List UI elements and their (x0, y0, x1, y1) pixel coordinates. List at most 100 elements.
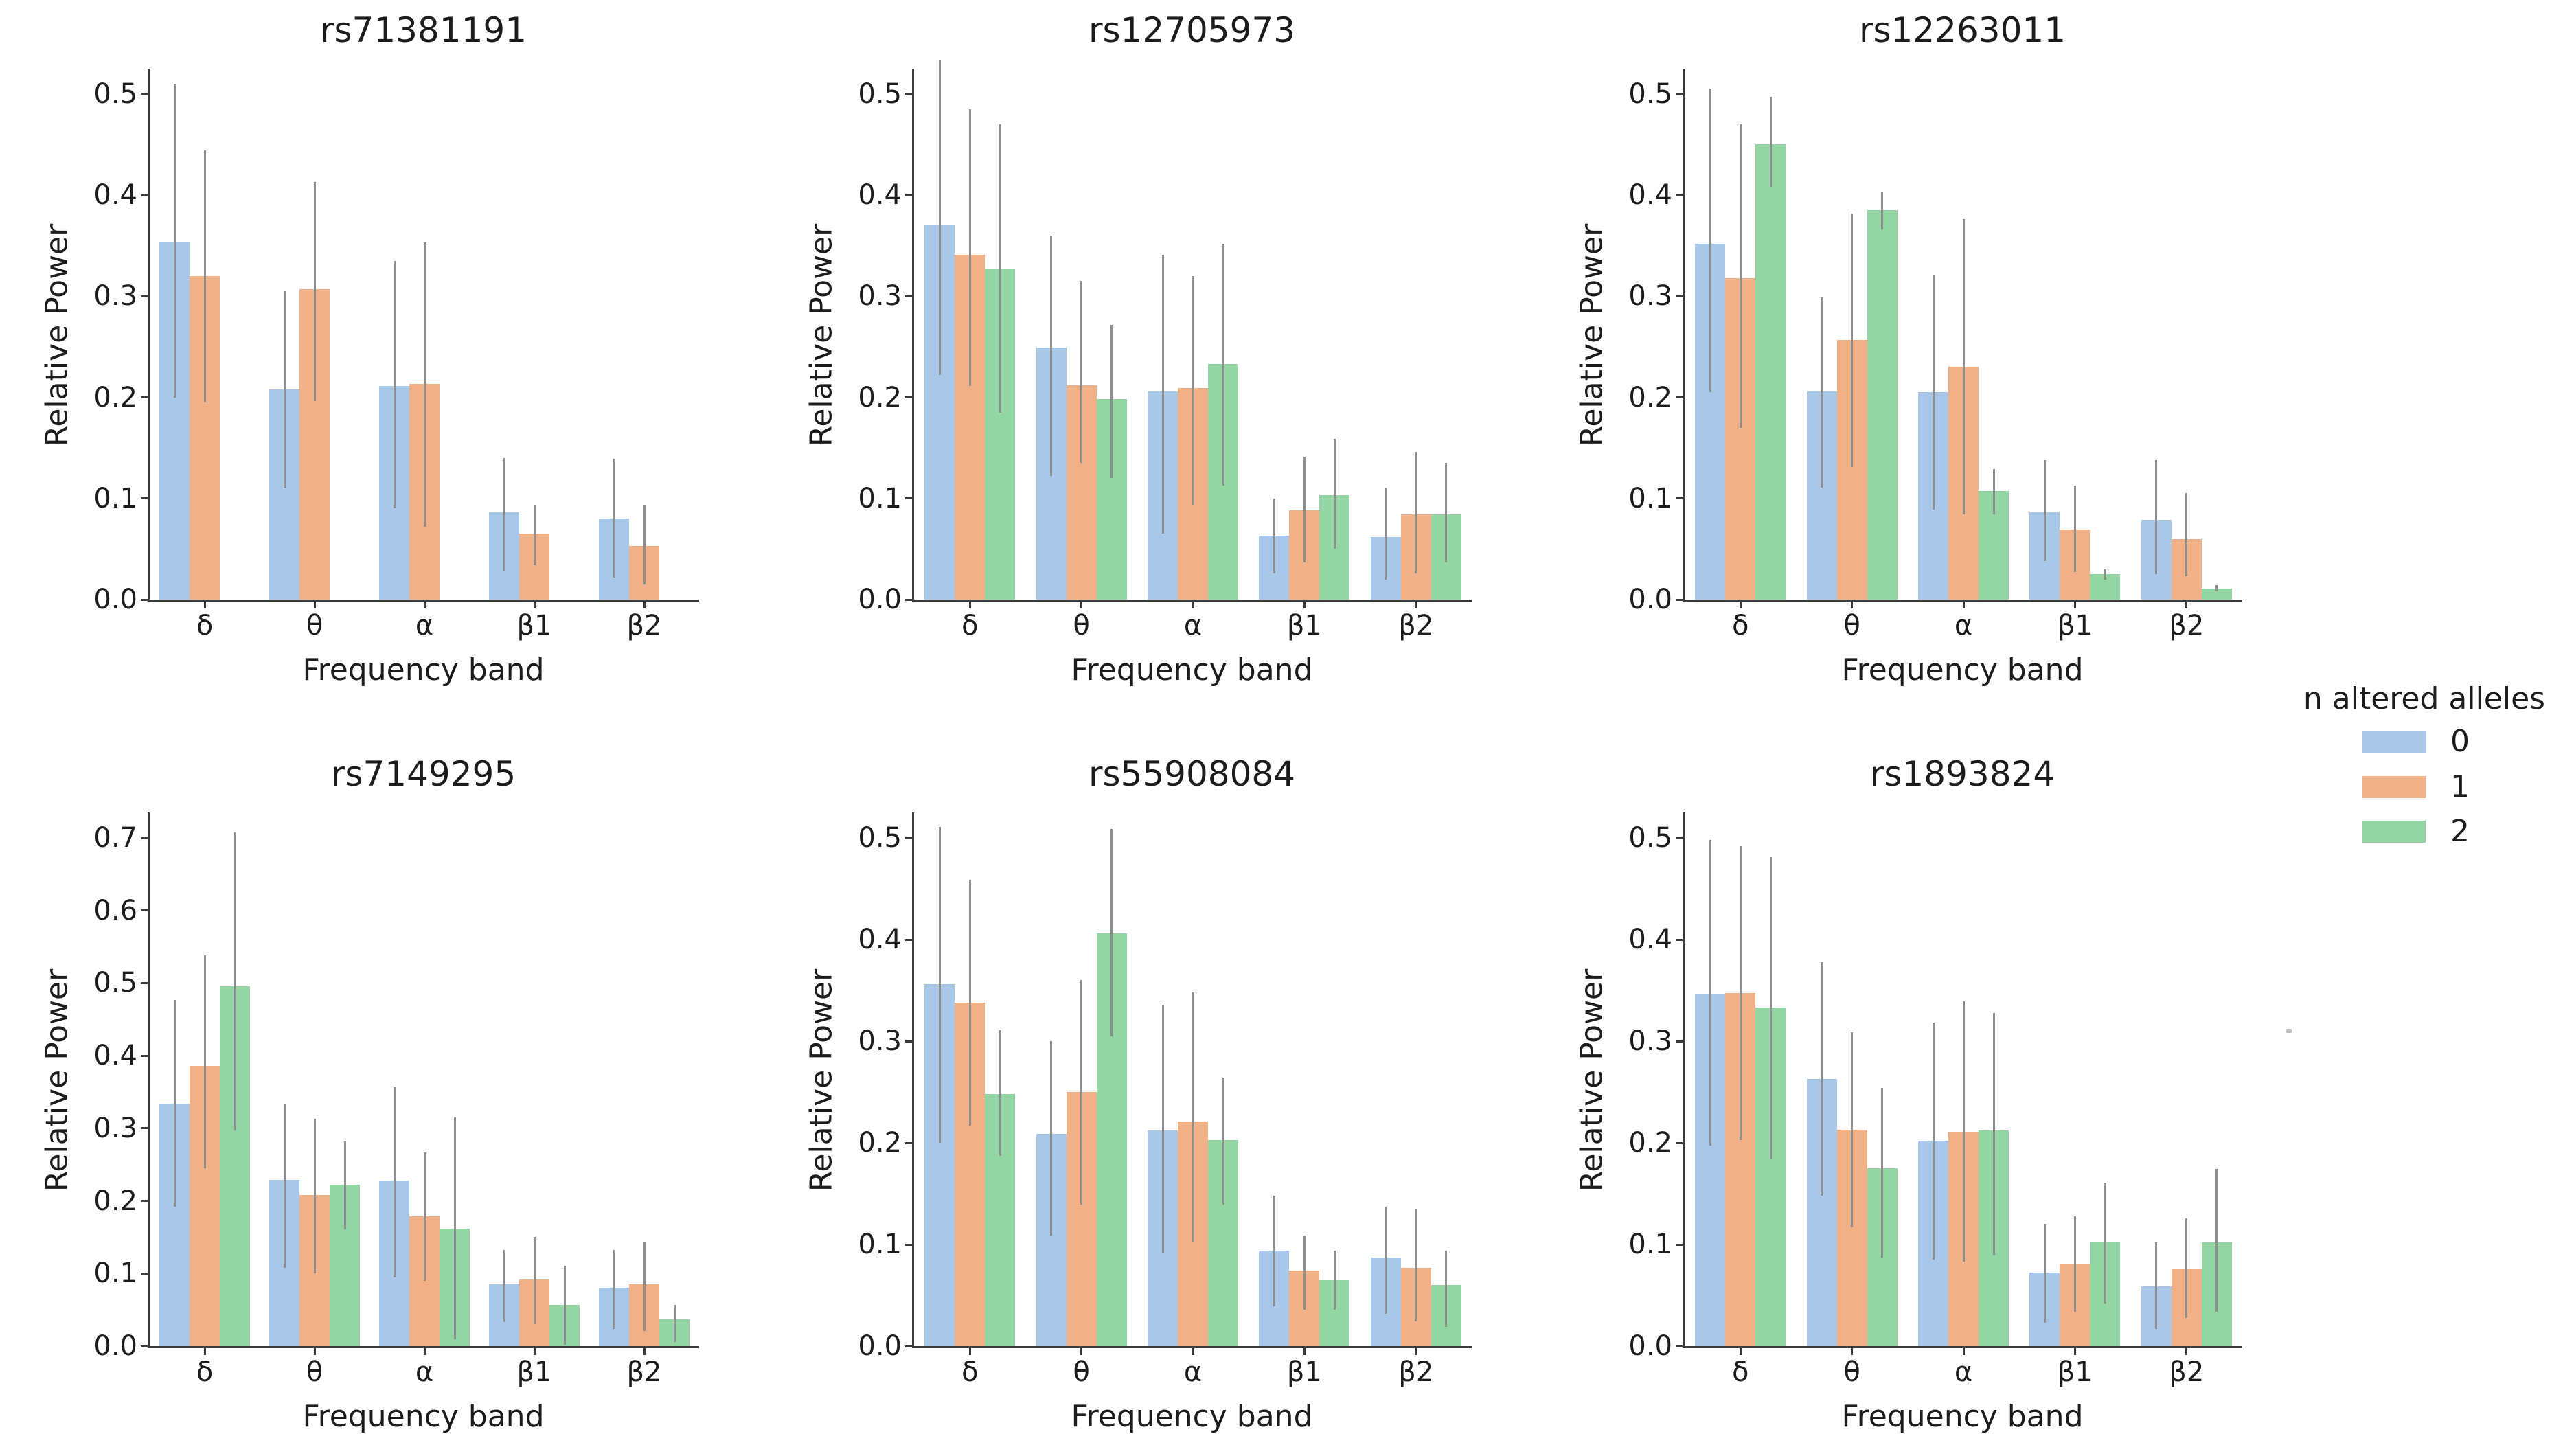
y-tick-mark (1676, 497, 1685, 500)
chart-title: rs12705973 (1088, 10, 1296, 50)
x-axis-label: Frequency band (302, 652, 545, 687)
error-bar (2104, 569, 2106, 580)
error-bar (1415, 1209, 1417, 1322)
y-tick-mark (141, 93, 150, 95)
chart-title: rs7149295 (330, 754, 516, 794)
legend-item-label: 2 (2450, 814, 2470, 849)
y-tick-mark (905, 194, 914, 196)
x-tick-mark (1303, 600, 1306, 608)
error-bar (1821, 297, 1823, 488)
error-bar (393, 1087, 396, 1277)
x-tick-label: α (1954, 610, 1973, 641)
error-bar (173, 84, 176, 398)
plot-area: 0.0 0.1 0.2 0.3 0.4 0.5 δ θ α β1 β2 (93, 69, 699, 641)
x-tick-label: β1 (1286, 1356, 1322, 1388)
error-bar (643, 1241, 646, 1331)
y-tick-label: 0.4 (93, 1040, 137, 1072)
subplot-rs7149295: rs7149295 Relative Power 0.0 0.1 0.2 0.3 0.4… (40, 755, 699, 1434)
y-tick-mark (1676, 295, 1685, 297)
error-bar (1739, 845, 1742, 1140)
error-bar (938, 826, 941, 1143)
subplot-rs1893824: rs1893824 Relative Power 0.0 0.1 0.2 0.3 0.4… (1575, 755, 2242, 1434)
y-tick-mark (141, 1345, 150, 1347)
x-tick-mark (203, 1346, 206, 1355)
error-bar (1709, 89, 1711, 393)
y-tick-label: 0.0 (858, 1330, 902, 1362)
y-tick-mark (1676, 396, 1685, 399)
x-tick-label: β2 (626, 610, 662, 641)
x-tick-mark (643, 600, 646, 608)
x-tick-mark (1303, 1346, 1306, 1355)
y-tick-mark (905, 1141, 914, 1144)
y-tick-label: 0.1 (858, 1229, 902, 1260)
y-tick-mark (1676, 1141, 1685, 1144)
y-tick-mark (141, 981, 150, 984)
error-bar (2043, 459, 2046, 562)
y-axis-label: Relative Power (804, 968, 839, 1192)
plot-area: 0.0 0.1 0.2 0.3 0.4 0.5 δ θ α β1 β2 (858, 812, 1472, 1387)
error-bar (1962, 219, 1965, 515)
x-tick-mark (1415, 1346, 1417, 1355)
x-tick-mark (1192, 1346, 1194, 1355)
y-axis-label: Relative Power (804, 223, 839, 447)
x-tick-label: δ (196, 610, 214, 641)
error-bar (283, 291, 286, 489)
error-bar (999, 1030, 1001, 1157)
error-bar (1445, 463, 1448, 562)
error-bar (1303, 457, 1306, 562)
error-bar (503, 457, 505, 571)
y-tick-label: 0.0 (93, 1330, 137, 1362)
error-bar (1821, 962, 1823, 1196)
chart-title: rs71381191 (319, 10, 527, 50)
x-tick-label: θ (1073, 1356, 1090, 1388)
error-bar (453, 1117, 456, 1340)
x-tick-mark (1192, 600, 1194, 608)
y-tick-mark (1676, 598, 1685, 601)
error-bar (938, 60, 941, 376)
y-tick-label: 0.3 (858, 1025, 902, 1057)
y-tick-label: 0.3 (858, 280, 902, 312)
error-bar (968, 109, 971, 387)
chart-title: rs55908084 (1088, 754, 1296, 794)
y-tick-label: 0.4 (1628, 924, 1672, 955)
x-tick-label: δ (961, 610, 979, 641)
error-bar (1769, 97, 1772, 187)
y-tick-mark (905, 938, 914, 941)
x-tick-label: δ (1731, 1356, 1749, 1388)
error-bar (673, 1304, 676, 1342)
x-tick-label: β2 (1398, 610, 1434, 641)
x-tick-mark (1962, 600, 1965, 608)
x-tick-mark (203, 600, 206, 608)
x-tick-mark (968, 600, 971, 608)
y-tick-label: 0.4 (858, 179, 902, 212)
y-axis-label: Relative Power (39, 968, 75, 1192)
y-tick-mark (1676, 1345, 1685, 1347)
error-bar (1385, 1207, 1387, 1314)
y-tick-label: 0.3 (93, 280, 137, 312)
error-bar (1769, 857, 1772, 1159)
legend-title: n altered alleles (2303, 681, 2546, 716)
y-axis-label: Relative Power (39, 223, 75, 447)
y-tick-mark (905, 1243, 914, 1246)
bar-hue2-0 (1755, 144, 1786, 600)
error-bar (613, 459, 615, 578)
bar-hue2-4 (2201, 588, 2232, 600)
x-tick-mark (1739, 600, 1742, 608)
legend-swatch-blue (2362, 731, 2426, 753)
x-tick-mark (533, 600, 536, 608)
error-bar (1273, 1195, 1275, 1307)
y-tick-label: 0.2 (1628, 381, 1672, 413)
y-tick-mark (1676, 1243, 1685, 1246)
error-bar (1050, 235, 1053, 477)
chart-title: rs12263011 (1858, 10, 2066, 50)
y-tick-label: 0.1 (858, 482, 902, 514)
y-tick-mark (905, 1040, 914, 1043)
error-bar (533, 505, 536, 565)
x-tick-mark (423, 600, 426, 608)
y-tick-label: 0.5 (93, 967, 137, 999)
subplot-rs12705973: rs12705973 Relative Power 0.0 0.1 0.2 0.3 0.… (804, 11, 1472, 687)
legend-item-label: 1 (2450, 769, 2470, 804)
x-tick-label: β1 (516, 610, 552, 641)
error-bar (1881, 192, 1884, 230)
